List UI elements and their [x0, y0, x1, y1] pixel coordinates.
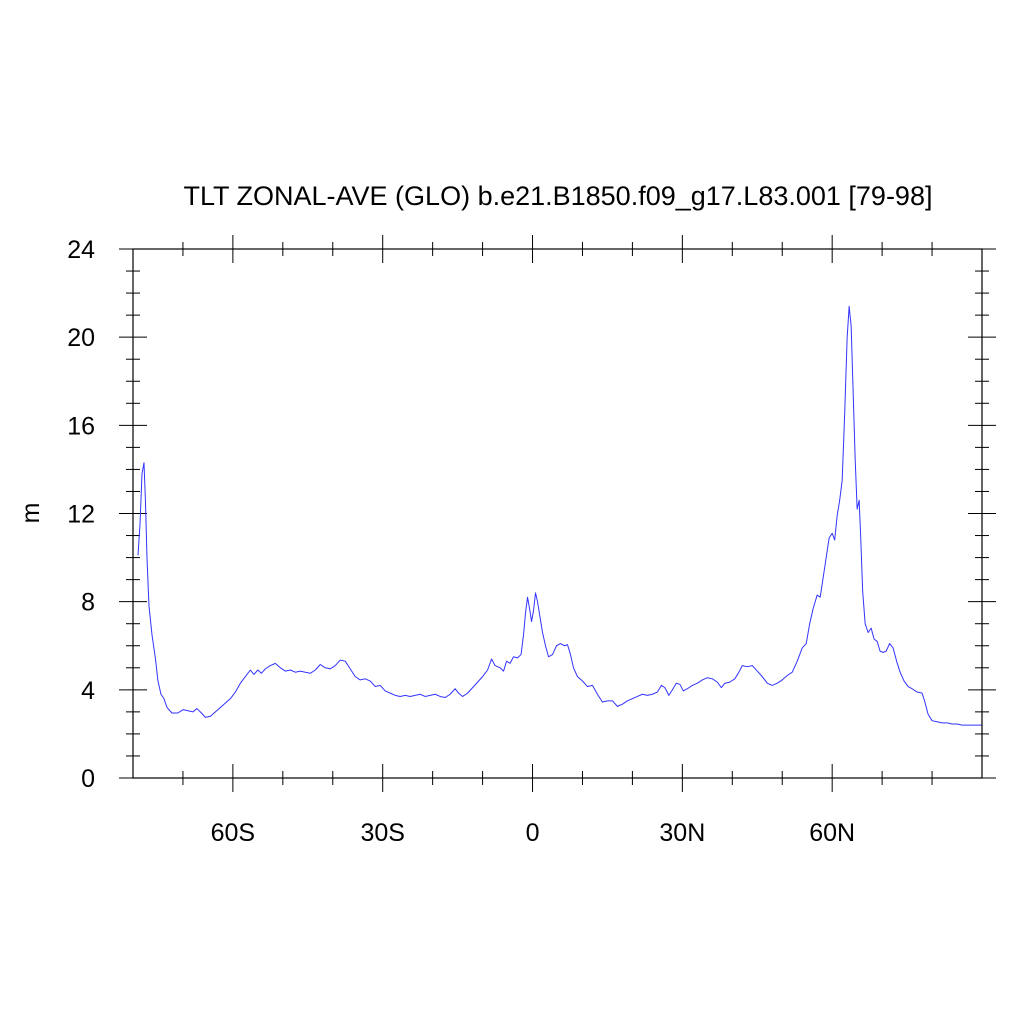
x-axis-tick-labels: 60S 30S 0 30N 60N — [211, 819, 855, 847]
y-tick-label: 0 — [81, 765, 95, 793]
plot-frame — [132, 248, 983, 779]
y-tick-label: 20 — [67, 324, 95, 352]
y-axis-ticks — [119, 248, 996, 779]
x-tick-label: 30S — [360, 819, 404, 847]
x-axis-ticks — [182, 235, 933, 792]
y-tick-label: 8 — [81, 589, 95, 617]
y-tick-label: 16 — [67, 412, 95, 440]
y-axis-label: m — [17, 503, 45, 524]
x-tick-label: 60N — [809, 819, 855, 847]
chart-title: TLT ZONAL-AVE (GLO) b.e21.B1850.f09_g17.… — [184, 181, 933, 211]
y-tick-label: 4 — [81, 677, 95, 705]
y-axis-tick-labels: 0 4 8 12 16 20 24 — [67, 236, 95, 793]
x-tick-label: 30N — [659, 819, 705, 847]
series-line — [137, 305, 982, 726]
data-series — [137, 305, 982, 726]
y-tick-label: 12 — [67, 501, 95, 529]
x-tick-label: 60S — [211, 819, 255, 847]
y-tick-label: 24 — [67, 236, 95, 264]
x-tick-label: 0 — [526, 819, 540, 847]
